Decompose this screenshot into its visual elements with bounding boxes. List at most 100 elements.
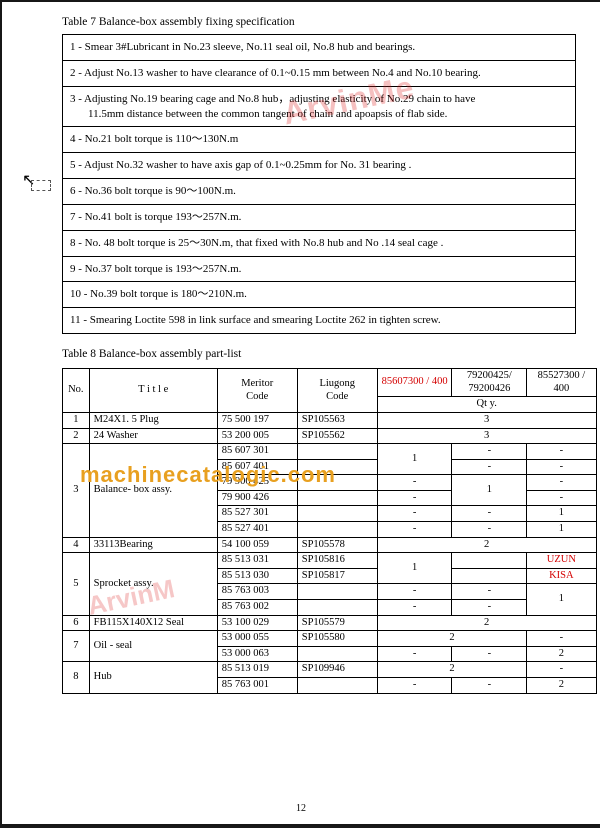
qty-cell: - [377,678,452,694]
row-title: Sprocket assy. [89,553,217,615]
meritor-code: 53 000 063 [217,646,297,662]
meritor-code: 85 513 031 [217,553,297,569]
qty-cell: 1 [452,475,527,506]
table7-caption: Table 7 Balance-box assembly fixing spec… [62,16,576,28]
row-no: 3 [63,444,90,538]
meritor-code: 79 900 426 [217,490,297,506]
qty-cell: - [452,646,527,662]
th-liugong: LiugongCode [297,369,377,413]
row-no: 1 [63,412,90,428]
liugong-code [297,459,377,475]
spec-row: 11 - Smearing Loctite 598 in link surfac… [63,308,576,334]
qty-cell: - [377,475,452,491]
spec-row: 6 - No.36 bolt torque is 90～100N.m. [63,179,576,205]
qty-cell: - [452,459,527,475]
liugong-code: SP105563 [297,412,377,428]
row-title: M24X1. 5 Plug [89,412,217,428]
meritor-code: 75 500 197 [217,412,297,428]
row-no: 4 [63,537,90,553]
liugong-code: SP105579 [297,615,377,631]
qty-cell: 2 [377,662,526,678]
qty-cell: - [377,646,452,662]
qty-cell [452,568,527,584]
liugong-code [297,475,377,491]
meritor-code: 53 000 055 [217,631,297,647]
qty-cell: - [452,444,527,460]
meritor-code: 85 527 301 [217,506,297,522]
row-title: FB115X140X12 Seal [89,615,217,631]
qty-cell: 1 [527,506,596,522]
meritor-code: 53 100 029 [217,615,297,631]
qty-cell: - [377,584,452,600]
meritor-code: 85 513 030 [217,568,297,584]
meritor-code: 85 513 019 [217,662,297,678]
table8-caption: Table 8 Balance-box assembly part-list [62,348,576,360]
spec-row: 2 - Adjust No.13 washer to have clearanc… [63,60,576,86]
qty-cell: 3 [377,412,596,428]
qty-cell: - [527,662,596,678]
liugong-code: SP105578 [297,537,377,553]
qty-cell: 2 [377,615,596,631]
page: ↖ ArvinMe ArvinM machinecatalogic.com Ta… [2,2,600,824]
row-no: 5 [63,553,90,615]
liugong-code [297,600,377,616]
page-number: 12 [2,803,600,814]
spec-row: 8 - No. 48 bolt torque is 25～30N.m, that… [63,230,576,256]
liugong-code: SP109946 [297,662,377,678]
row-no: 2 [63,428,90,444]
qty-cell: 1 [377,553,452,584]
spec-row: 1 - Smear 3#Lubricant in No.23 sleeve, N… [63,35,576,61]
qty-cell: - [527,444,596,460]
qty-cell: UZUN [527,553,596,569]
spec-row: 3 - Adjusting No.19 bearing cage and No.… [63,86,576,127]
qty-cell: 1 [377,444,452,475]
row-title: Oil - seal [89,631,217,662]
th-col3: 85527300 / 400 [527,369,596,397]
liugong-code [297,646,377,662]
qty-cell: 2 [527,646,596,662]
liugong-code [297,522,377,538]
qty-cell: - [527,475,596,491]
row-title: 33113Bearing [89,537,217,553]
table7: 1 - Smear 3#Lubricant in No.23 sleeve, N… [62,34,576,334]
th-col2: 79200425/ 79200426 [452,369,527,397]
qty-cell: - [377,490,452,506]
meritor-code: 53 200 005 [217,428,297,444]
meritor-code: 85 607 401 [217,459,297,475]
row-title: Balance- box assy. [89,444,217,538]
qty-cell: 3 [377,428,596,444]
spec-row: 9 - No.37 bolt torque is 193～257N.m. [63,256,576,282]
liugong-code [297,506,377,522]
qty-cell: - [452,678,527,694]
row-no: 8 [63,662,90,693]
qty-cell: KISA [527,568,596,584]
qty-cell: - [377,600,452,616]
th-meritor: MeritorCode [217,369,297,413]
meritor-code: 54 100 059 [217,537,297,553]
row-no: 7 [63,631,90,662]
qty-cell: - [452,600,527,616]
liugong-code [297,490,377,506]
qty-cell: - [527,459,596,475]
qty-cell: - [452,584,527,600]
qty-cell: 2 [377,631,526,647]
qty-cell: - [527,490,596,506]
qty-cell: 1 [527,584,596,615]
meritor-code: 85 763 001 [217,678,297,694]
liugong-code [297,584,377,600]
row-title: Hub [89,662,217,693]
liugong-code: SP105816 [297,553,377,569]
meritor-code: 85 607 301 [217,444,297,460]
spec-row: 4 - No.21 bolt torque is 110～130N.m [63,127,576,153]
table8: No. T i t l e MeritorCode LiugongCode 85… [62,368,597,693]
row-no: 6 [63,615,90,631]
th-title: T i t l e [89,369,217,413]
qty-cell [452,553,527,569]
qty-cell: - [452,522,527,538]
meritor-code: 85 763 003 [217,584,297,600]
meritor-code: 85 763 002 [217,600,297,616]
th-qty: Qt y. [377,397,596,413]
liugong-code: SP105562 [297,428,377,444]
qty-cell: - [527,631,596,647]
meritor-code: 79 900 425 [217,475,297,491]
